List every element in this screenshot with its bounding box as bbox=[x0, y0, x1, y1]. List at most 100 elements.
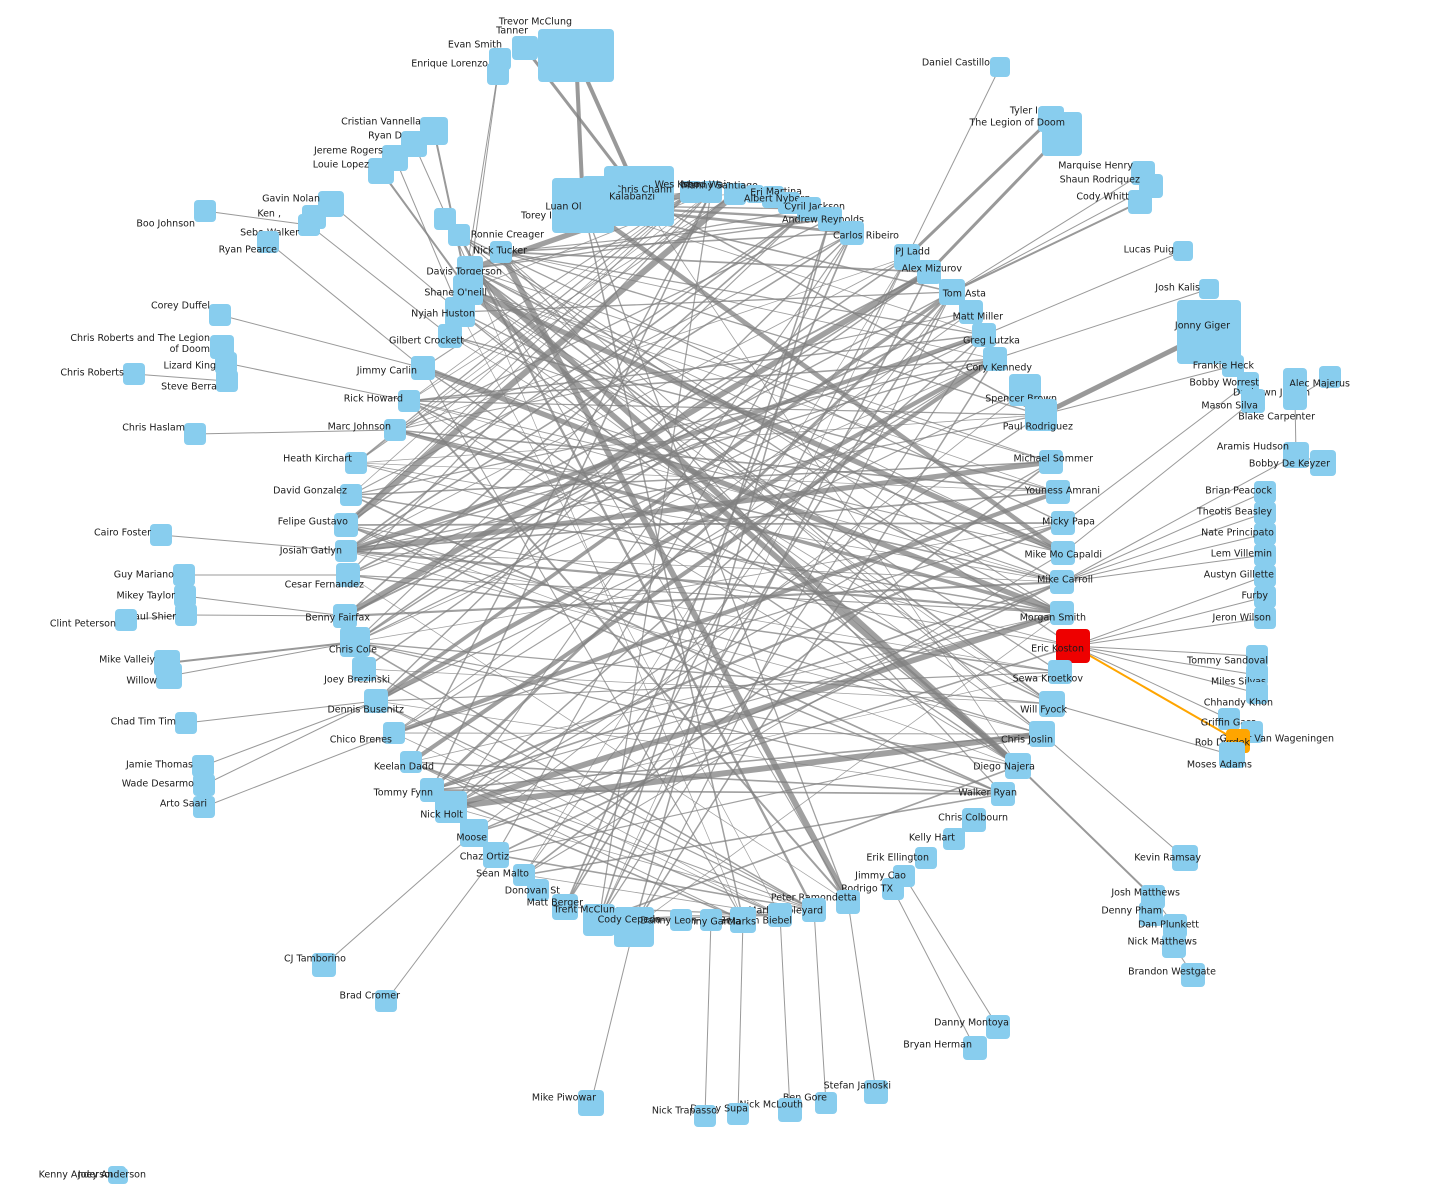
graph-node[interactable] bbox=[962, 808, 986, 832]
graph-node[interactable] bbox=[963, 1036, 987, 1060]
graph-node[interactable] bbox=[768, 903, 792, 927]
graph-node[interactable] bbox=[1222, 355, 1244, 377]
graph-node[interactable] bbox=[578, 1090, 604, 1116]
graph-node[interactable] bbox=[257, 231, 279, 253]
graph-node[interactable] bbox=[1046, 480, 1070, 504]
graph-node[interactable] bbox=[943, 828, 965, 850]
graph-node[interactable] bbox=[175, 604, 197, 626]
graph-node[interactable] bbox=[680, 181, 702, 203]
graph-node[interactable] bbox=[184, 423, 206, 445]
graph-node[interactable] bbox=[1254, 607, 1276, 629]
graph-node[interactable] bbox=[990, 57, 1010, 77]
graph-node[interactable] bbox=[1254, 544, 1276, 566]
graph-node[interactable] bbox=[1283, 442, 1309, 468]
graph-node[interactable] bbox=[802, 898, 826, 922]
graph-node[interactable] bbox=[193, 774, 215, 796]
graph-node[interactable] bbox=[1181, 963, 1205, 987]
graph-node[interactable] bbox=[312, 953, 336, 977]
graph-node[interactable] bbox=[1283, 386, 1307, 410]
graph-node[interactable] bbox=[991, 782, 1015, 806]
graph-node[interactable] bbox=[298, 214, 320, 236]
graph-node[interactable] bbox=[333, 604, 357, 628]
graph-node[interactable] bbox=[1254, 523, 1276, 545]
graph-node[interactable] bbox=[1219, 742, 1245, 768]
graph-node[interactable] bbox=[1218, 708, 1240, 730]
graph-node[interactable] bbox=[1128, 190, 1152, 214]
graph-node[interactable] bbox=[915, 847, 937, 869]
graph-node[interactable] bbox=[1319, 366, 1341, 388]
graph-node[interactable] bbox=[727, 1103, 749, 1125]
graph-node[interactable] bbox=[670, 909, 692, 931]
graph-node[interactable] bbox=[1246, 682, 1268, 704]
graph-node[interactable] bbox=[1048, 660, 1072, 684]
graph-node[interactable] bbox=[156, 663, 182, 689]
graph-node[interactable] bbox=[700, 181, 722, 203]
graph-node[interactable] bbox=[818, 207, 842, 231]
graph-node[interactable] bbox=[1254, 565, 1276, 587]
graph-node[interactable] bbox=[1050, 601, 1074, 625]
graph-node[interactable] bbox=[527, 879, 549, 901]
graph-node[interactable] bbox=[986, 1015, 1010, 1039]
graph-node[interactable] bbox=[1025, 399, 1057, 431]
graph-node[interactable] bbox=[209, 304, 231, 326]
graph-node[interactable] bbox=[375, 990, 397, 1012]
graph-node[interactable] bbox=[340, 627, 370, 657]
graph-node[interactable] bbox=[364, 689, 388, 713]
graph-node[interactable] bbox=[487, 63, 509, 85]
graph-node[interactable] bbox=[193, 796, 215, 818]
graph-node[interactable] bbox=[840, 221, 864, 245]
graph-node[interactable] bbox=[512, 36, 538, 60]
graph-node[interactable] bbox=[352, 657, 376, 681]
graph-node[interactable] bbox=[115, 609, 137, 631]
graph-node[interactable] bbox=[917, 260, 941, 284]
graph-node[interactable] bbox=[972, 323, 996, 347]
graph-node[interactable] bbox=[1029, 721, 1055, 747]
graph-node[interactable] bbox=[411, 356, 435, 380]
graph-node[interactable] bbox=[1051, 541, 1075, 565]
graph-node[interactable] bbox=[836, 890, 860, 914]
graph-node[interactable] bbox=[175, 712, 197, 734]
graph-node[interactable] bbox=[400, 751, 422, 773]
graph-node[interactable] bbox=[778, 1098, 802, 1122]
graph-node[interactable] bbox=[1056, 629, 1090, 663]
graph-node[interactable] bbox=[1162, 934, 1186, 958]
graph-node[interactable] bbox=[335, 540, 357, 562]
graph-node[interactable] bbox=[150, 524, 172, 546]
graph-node[interactable] bbox=[483, 842, 509, 868]
graph-node[interactable] bbox=[383, 722, 405, 744]
graph-node[interactable] bbox=[368, 158, 394, 184]
graph-node[interactable] bbox=[959, 300, 983, 324]
graph-node[interactable] bbox=[983, 347, 1007, 371]
graph-node[interactable] bbox=[1246, 645, 1268, 667]
graph-node[interactable] bbox=[334, 513, 358, 537]
graph-node[interactable] bbox=[1310, 450, 1336, 476]
graph-node[interactable] bbox=[746, 185, 764, 203]
graph-node[interactable] bbox=[1199, 279, 1219, 299]
graph-node[interactable] bbox=[1173, 241, 1193, 261]
graph-node[interactable] bbox=[1246, 664, 1268, 686]
graph-node[interactable] bbox=[1005, 753, 1031, 779]
graph-node[interactable] bbox=[1177, 300, 1241, 364]
graph-node[interactable] bbox=[893, 865, 915, 887]
graph-node[interactable] bbox=[1039, 691, 1065, 717]
graph-node[interactable] bbox=[1051, 511, 1075, 535]
graph-node[interactable] bbox=[1254, 481, 1276, 503]
graph-node[interactable] bbox=[192, 755, 214, 777]
graph-node[interactable] bbox=[398, 390, 420, 412]
graph-node[interactable] bbox=[336, 563, 360, 587]
graph-node[interactable] bbox=[490, 241, 512, 263]
graph-node[interactable] bbox=[583, 904, 615, 936]
graph-node[interactable] bbox=[112, 1168, 128, 1184]
graph-node[interactable] bbox=[730, 907, 756, 933]
graph-node[interactable] bbox=[384, 419, 406, 441]
graph-node[interactable] bbox=[438, 324, 462, 348]
graph-node[interactable] bbox=[1254, 586, 1276, 608]
graph-node[interactable] bbox=[538, 29, 614, 82]
graph-node[interactable] bbox=[174, 585, 196, 607]
graph-node[interactable] bbox=[582, 176, 618, 212]
graph-node[interactable] bbox=[1042, 112, 1082, 156]
graph-node[interactable] bbox=[694, 1105, 716, 1127]
graph-node[interactable] bbox=[1172, 845, 1198, 871]
graph-node[interactable] bbox=[445, 297, 475, 327]
